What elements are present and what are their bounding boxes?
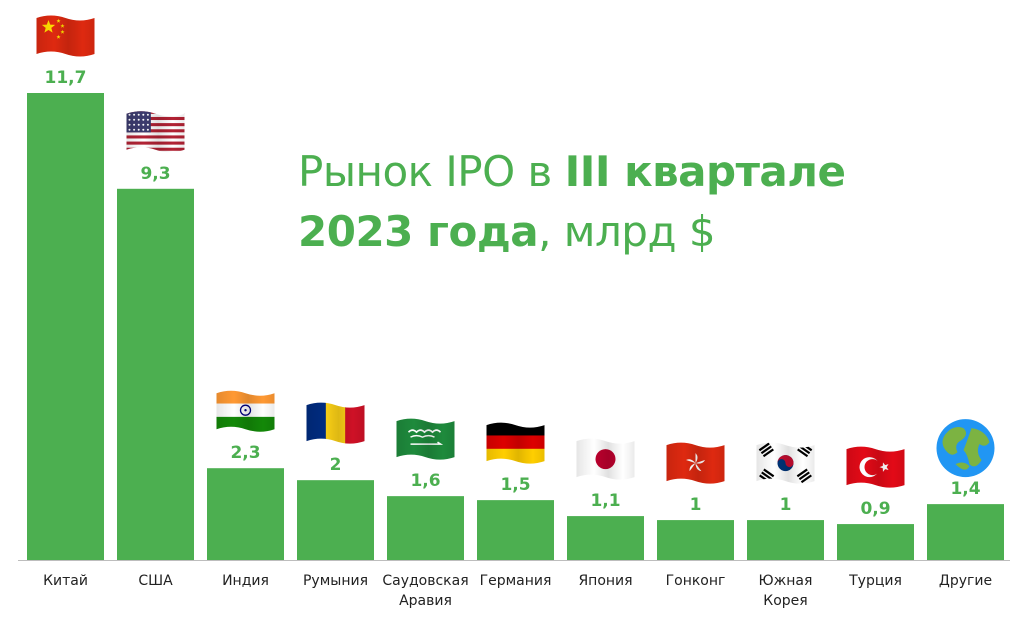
bar [207, 468, 284, 560]
x-tick-label: Другие [939, 573, 992, 589]
data-label: 1,4 [950, 479, 980, 499]
x-tick-label: Корея [763, 593, 807, 609]
bar [747, 520, 824, 560]
bar-group: 1,1 Япония [567, 438, 644, 589]
x-tick-label: Гонконг [666, 573, 726, 589]
bar-group: 1 Гонконг [657, 442, 734, 589]
flag-germany-icon [486, 422, 545, 464]
data-label: 11,7 [45, 68, 87, 88]
bar [927, 504, 1004, 560]
data-label: 1 [690, 495, 702, 515]
data-label: 2,3 [230, 443, 260, 463]
bar-group: 2 Румыния [297, 402, 374, 589]
flag-hong-kong-icon [666, 442, 725, 484]
bar [297, 480, 374, 560]
data-label: 1,6 [410, 471, 440, 491]
title-part-4: , млрд $ [538, 207, 716, 256]
data-label: 1,5 [500, 475, 530, 495]
flag-india-icon [216, 390, 275, 432]
flag-china-icon [36, 15, 95, 57]
bar [567, 516, 644, 560]
x-tick-label: Индия [222, 573, 269, 589]
flag-saudi-arabia-icon [396, 418, 455, 460]
flag-japan-icon [576, 438, 635, 480]
data-label: 0,9 [860, 499, 890, 519]
flag-romania-icon [306, 402, 365, 444]
bar-group: 1,4 Другие [927, 419, 1004, 589]
bar-group: 11,7 Китай [27, 15, 104, 589]
data-label: 1,1 [590, 491, 620, 511]
bar-group: 1,6 Саудовская Аравия [382, 418, 469, 609]
flag-turkey-icon [846, 446, 905, 488]
bar-group: 0,9 Турция [837, 446, 914, 589]
bar [387, 496, 464, 560]
x-tick-label: Южная [759, 573, 813, 589]
title-part-1: Рынок IPO в [298, 147, 565, 196]
data-label: 9,3 [140, 164, 170, 184]
x-tick-label: Турция [848, 573, 902, 589]
data-label: 1 [780, 495, 792, 515]
x-tick-label: Румыния [303, 573, 368, 589]
bar [837, 524, 914, 560]
flag-usa-icon [126, 111, 185, 153]
bar-group: 9,3 США [117, 111, 194, 589]
title-part-3: 2023 года [298, 207, 539, 256]
bar [477, 500, 554, 560]
x-tick-label: Япония [578, 573, 632, 589]
data-label: 2 [330, 455, 342, 475]
bar-group: 2,3 Индия [207, 390, 284, 589]
bar-group: 1 Южная Корея [747, 442, 824, 609]
globe-icon [936, 419, 995, 478]
x-tick-label: Аравия [399, 593, 452, 609]
chart-title: Рынок IPO в III кварталe 2023 года, млрд… [298, 142, 938, 262]
bar [657, 520, 734, 560]
x-tick-label: Саудовская [382, 573, 468, 589]
x-tick-label: США [138, 573, 173, 589]
x-tick-label: Германия [480, 573, 552, 589]
bar [117, 188, 194, 561]
bar [27, 93, 104, 560]
x-tick-label: Китай [43, 573, 88, 589]
flag-south-korea-icon [756, 442, 815, 484]
bar-group: 1,5 Германия [477, 422, 554, 589]
title-part-2: III кварталe [564, 147, 846, 196]
